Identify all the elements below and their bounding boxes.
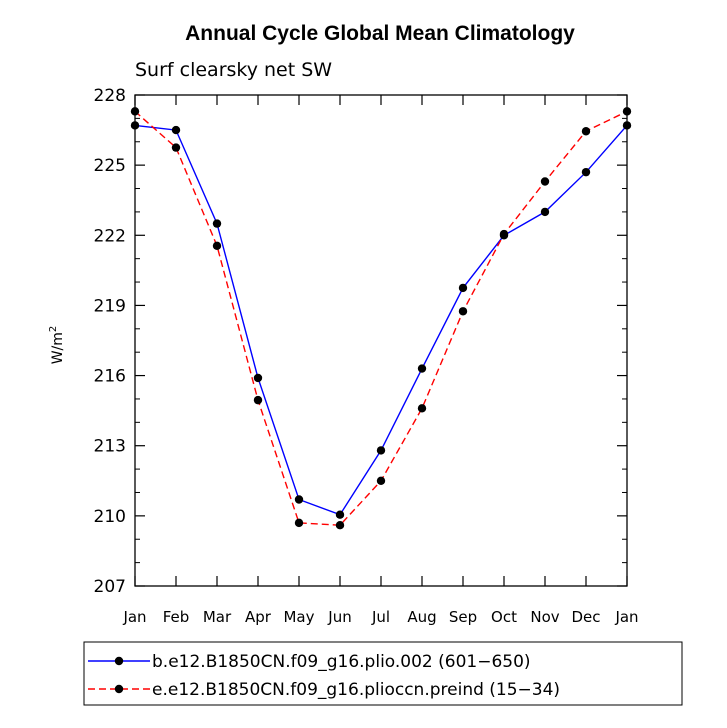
series-2-point	[212, 241, 222, 251]
series-1-point	[171, 125, 181, 135]
legend: b.e12.B1850CN.f09_g16.plio.002 (601−650)…	[88, 652, 560, 700]
x-tick-label: Jan	[122, 608, 146, 626]
legend-label-2: e.e12.B1850CN.f09_g16.plioccn.preind (15…	[152, 680, 560, 700]
x-tick-label: May	[283, 608, 314, 626]
series-layer	[130, 107, 632, 530]
y-axis-label-exponent: 2	[48, 326, 59, 332]
x-tick-label: Sep	[449, 608, 477, 626]
series-2-point	[458, 307, 468, 316]
plot-frame	[134, 94, 628, 587]
series-2-point	[335, 521, 345, 530]
legend-box	[83, 641, 683, 706]
legend-marker-1	[114, 656, 124, 666]
series-2-point	[130, 107, 140, 116]
series-1-point	[294, 495, 304, 504]
series-2-point	[253, 395, 263, 405]
x-tick-label: Feb	[163, 608, 190, 626]
x-tick-label: Nov	[530, 608, 559, 626]
series-1-point	[417, 364, 427, 373]
series-1-point	[622, 121, 632, 130]
series-1-point	[540, 207, 550, 217]
series-1-point	[130, 121, 140, 130]
series-2-point	[540, 177, 550, 186]
x-tick-label: Oct	[491, 608, 517, 626]
series-2-point	[171, 143, 181, 152]
series-1-point	[253, 373, 263, 383]
legend-label-1: b.e12.B1850CN.f09_g16.plio.002 (601−650)	[152, 652, 531, 672]
y-tick-label: 213	[94, 437, 126, 457]
y-axis-label-unit: W/m	[50, 332, 66, 364]
series-1-point	[458, 283, 468, 293]
plot-area: Jan Feb Mar Apr May Jun Jul Aug Sep Oct Nov Dec Jan 2…	[94, 86, 639, 626]
x-tick-label: Jul	[371, 608, 390, 626]
x-tick-label: Jun	[327, 608, 351, 626]
series-1-point	[335, 510, 345, 519]
chart-title: Annual Cycle Global Mean Climatology	[185, 22, 575, 45]
series-2-point	[581, 127, 591, 136]
series-1-point	[581, 167, 591, 177]
series-line-2	[134, 110, 628, 526]
series-2-point	[499, 229, 509, 239]
y-tick-label: 228	[94, 86, 126, 106]
series-2-point	[622, 107, 632, 116]
series-1-point	[376, 446, 386, 455]
y-tick-label: 216	[94, 367, 126, 387]
series-line-1	[134, 124, 628, 516]
y-tick-label: 207	[94, 577, 126, 597]
series-2-point	[294, 518, 304, 528]
x-tick-label: Aug	[407, 608, 436, 626]
series-1-point	[212, 219, 222, 228]
y-axis-label: W/m2	[48, 326, 66, 365]
series-2-point	[417, 404, 427, 413]
x-tick-label: Apr	[245, 608, 272, 626]
chart-subtitle: Surf clearsky net SW	[135, 59, 332, 81]
x-tick-label: Mar	[203, 608, 232, 626]
y-tick-label: 222	[94, 226, 126, 246]
y-tick-label: 210	[94, 507, 126, 527]
x-tick-label: Dec	[571, 608, 600, 626]
series-2-point	[376, 476, 386, 485]
x-tick-label: Jan	[614, 608, 638, 626]
y-tick-label: 219	[94, 296, 126, 316]
y-tick-label: 225	[94, 156, 126, 176]
legend-marker-2	[114, 684, 124, 694]
